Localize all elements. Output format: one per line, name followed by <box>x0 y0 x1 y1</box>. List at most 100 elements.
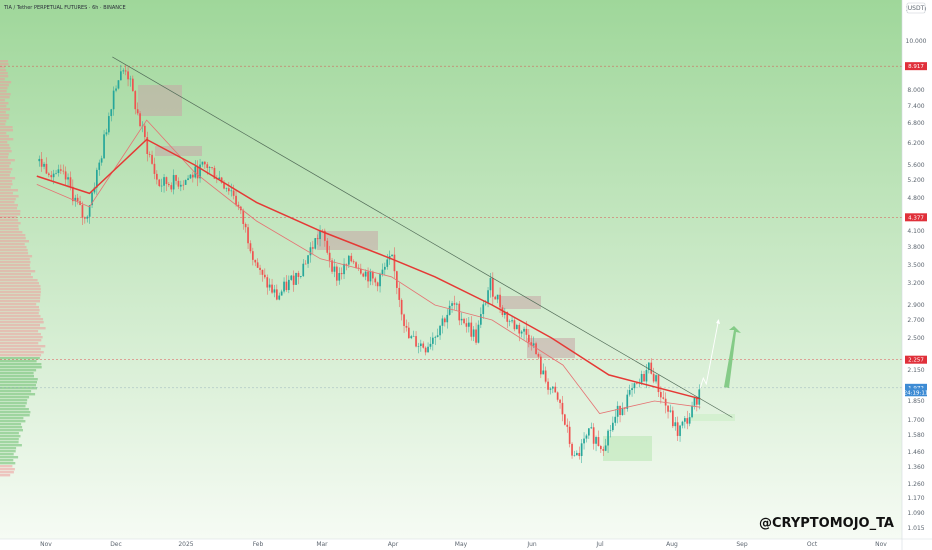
volume-bar <box>0 75 9 78</box>
candle-body <box>628 390 631 395</box>
candle-body <box>595 437 597 444</box>
volume-bar <box>0 399 28 402</box>
candle-body <box>547 381 549 390</box>
currency-chip[interactable] <box>906 2 926 14</box>
candle-body <box>616 405 619 417</box>
volume-bar <box>0 156 9 159</box>
price-tick-label: 1.090 <box>907 510 924 517</box>
candle-body <box>127 71 129 80</box>
candle-body <box>515 324 518 330</box>
candle-body <box>458 303 461 321</box>
candle-body <box>597 437 600 447</box>
volume-bar <box>0 348 41 351</box>
candle-body <box>335 266 338 281</box>
volume-bar <box>0 84 9 87</box>
price-badge-label: 24:19:11 <box>904 390 929 396</box>
volume-bar <box>0 447 17 450</box>
volume-bar <box>0 315 41 318</box>
candle-body <box>151 154 153 164</box>
volume-bar <box>0 420 26 423</box>
candle-body <box>227 188 230 192</box>
candle-body <box>683 418 686 422</box>
price-zone <box>138 85 182 116</box>
candle-body <box>50 175 53 178</box>
price-tick-label: 1.260 <box>907 481 924 488</box>
candle-body <box>520 331 523 334</box>
price-tick-label: 2.900 <box>907 302 924 309</box>
volume-bar <box>0 309 40 312</box>
volume-bar <box>0 189 18 192</box>
candle-body <box>407 327 410 339</box>
price-badge <box>905 388 927 397</box>
time-axis-panel[interactable] <box>0 539 932 550</box>
volume-bar <box>0 390 32 393</box>
volume-bar <box>0 303 37 306</box>
price-tick-label: 1.700 <box>907 417 924 424</box>
candle-body <box>175 175 177 181</box>
candle-body <box>299 276 302 277</box>
candle-body <box>52 173 55 178</box>
candle-body <box>367 271 369 282</box>
candle-body <box>532 343 535 346</box>
price-axis-panel[interactable] <box>902 0 932 550</box>
candle-body <box>590 427 593 429</box>
volume-bar <box>0 363 42 366</box>
candle-body <box>479 314 482 325</box>
volume-bar <box>0 147 11 150</box>
candle-body <box>369 271 372 282</box>
candle-body <box>309 247 312 256</box>
volume-bar <box>0 255 33 258</box>
volume-bar <box>0 414 30 417</box>
candle-body <box>74 197 77 202</box>
volume-bar <box>0 144 10 147</box>
volume-bar <box>0 321 44 324</box>
candle-body <box>436 335 439 337</box>
candle-body <box>585 435 588 439</box>
candle-body <box>302 263 305 277</box>
candle-body <box>527 334 530 343</box>
volume-bar <box>0 87 8 90</box>
candle-body <box>559 399 561 403</box>
volume-bar <box>0 474 11 477</box>
candle-body <box>491 278 494 297</box>
volume-bar <box>0 276 33 279</box>
candle-body <box>273 289 276 293</box>
candle-body <box>331 260 333 272</box>
candle-body <box>467 322 470 327</box>
volume-bar <box>0 333 41 336</box>
candle-body <box>477 324 480 343</box>
candle-body <box>535 343 537 355</box>
moving-averages <box>36 119 701 414</box>
volume-bar <box>0 72 8 75</box>
volume-bar <box>0 135 9 138</box>
candle-body <box>143 125 146 138</box>
candle-body <box>146 137 149 155</box>
candle-body <box>340 273 343 275</box>
candle-body <box>319 230 321 240</box>
candle-body <box>465 323 468 327</box>
volume-bar <box>0 162 11 165</box>
volume-bar <box>0 369 37 372</box>
time-tick-label: Jun <box>526 541 537 548</box>
candle-body <box>43 163 45 167</box>
candle-body <box>688 417 691 424</box>
ema-fast-line <box>36 119 701 414</box>
candle-body <box>623 408 626 409</box>
volume-bar <box>0 441 19 444</box>
candle-body <box>359 268 362 274</box>
candle-body <box>530 342 533 346</box>
volume-bar <box>0 471 14 474</box>
time-axis[interactable]: Nov Dec 2025 Feb Mar Apr May Jun Jul Aug Sep Oct Nov <box>40 541 887 548</box>
candle-body <box>544 370 547 382</box>
candle-body <box>434 336 437 338</box>
candle-body <box>251 251 254 260</box>
candle-body <box>386 259 389 267</box>
volume-bar <box>0 387 37 390</box>
volume-bar <box>0 294 41 297</box>
volume-profile <box>0 60 46 477</box>
candle-body <box>124 70 127 72</box>
volume-bar <box>0 300 40 303</box>
candle-body <box>556 392 559 400</box>
candle-body <box>412 336 415 337</box>
